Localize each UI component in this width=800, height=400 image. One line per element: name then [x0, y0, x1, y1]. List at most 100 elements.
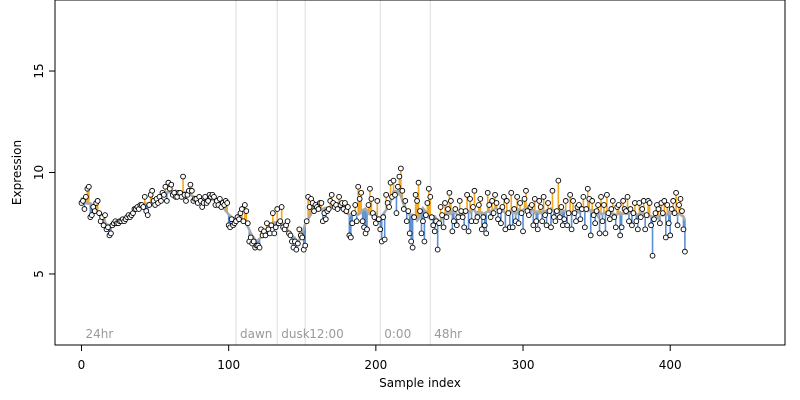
data-point	[677, 196, 684, 202]
data-point	[393, 210, 400, 216]
data-point	[459, 214, 466, 220]
data-point	[665, 220, 672, 227]
data-point	[328, 191, 335, 198]
segment-label: 48hr	[434, 327, 462, 341]
x-tick-label: 200	[364, 358, 387, 372]
data-point	[240, 218, 247, 225]
data-point	[605, 210, 612, 216]
x-tick-label: 300	[512, 358, 535, 372]
data-point	[568, 226, 575, 233]
data-point	[486, 202, 493, 208]
data-point	[315, 206, 322, 212]
data-point	[247, 234, 254, 241]
data-point	[536, 198, 543, 204]
data-point	[501, 194, 507, 200]
data-point	[682, 248, 688, 255]
data-point	[667, 232, 674, 239]
data-point	[437, 204, 444, 210]
data-point	[400, 206, 407, 212]
data-point	[368, 196, 375, 202]
data-point	[406, 230, 413, 237]
data-point	[303, 218, 310, 225]
data-point	[414, 198, 420, 204]
data-point	[564, 222, 571, 229]
data-point	[561, 216, 568, 223]
data-point	[633, 218, 640, 225]
data-point	[386, 204, 392, 210]
data-point	[364, 226, 370, 233]
data-point	[590, 212, 597, 218]
data-point	[140, 204, 147, 210]
data-point	[483, 230, 490, 237]
data-point	[599, 218, 606, 225]
data-point	[476, 202, 482, 208]
data-point	[442, 200, 448, 206]
data-point	[423, 212, 429, 218]
data-point	[228, 216, 235, 223]
data-point	[427, 194, 434, 200]
data-point	[537, 204, 544, 210]
data-point	[102, 212, 108, 218]
data-point	[617, 232, 624, 239]
data-point	[284, 218, 291, 225]
data-point	[421, 238, 428, 245]
data-point	[146, 202, 153, 208]
data-point	[505, 210, 512, 216]
data-point	[205, 198, 211, 204]
data-point	[624, 194, 631, 200]
data-point	[676, 202, 682, 208]
data-point	[239, 206, 245, 212]
data-point	[577, 216, 584, 223]
data-point	[294, 240, 301, 247]
data-point	[396, 173, 403, 180]
data-point	[679, 208, 685, 214]
data-point	[372, 220, 379, 227]
data-point	[521, 196, 528, 202]
data-point	[88, 212, 95, 218]
data-point	[478, 226, 485, 233]
data-point	[626, 218, 632, 225]
data-point	[655, 206, 662, 212]
data-point	[595, 202, 601, 208]
data-point	[94, 198, 101, 204]
data-point	[598, 194, 604, 200]
data-point	[514, 194, 520, 200]
data-point	[100, 222, 107, 229]
data-point	[571, 210, 578, 216]
data-point	[381, 236, 388, 243]
data-point	[509, 224, 516, 231]
data-point	[180, 173, 186, 180]
data-point	[439, 212, 445, 218]
y-tick-label: 15	[32, 63, 46, 78]
data-point	[436, 220, 442, 227]
data-point	[274, 206, 281, 212]
data-point	[189, 187, 195, 194]
data-point	[607, 216, 613, 223]
data-point	[96, 210, 103, 216]
data-point	[651, 216, 657, 223]
data-point	[511, 206, 518, 212]
data-point	[277, 218, 284, 225]
data-point	[623, 208, 629, 214]
data-point	[244, 220, 251, 227]
data-point	[425, 185, 432, 192]
data-point	[680, 226, 687, 233]
data-point	[496, 208, 503, 214]
data-point	[620, 198, 626, 204]
data-point	[643, 212, 650, 218]
data-point	[543, 222, 550, 229]
data-point	[358, 189, 364, 196]
data-point	[490, 210, 497, 216]
x-tick-label: 400	[659, 358, 682, 372]
data-point	[671, 210, 678, 216]
data-point	[352, 202, 359, 208]
data-point	[302, 242, 309, 249]
data-point	[451, 218, 457, 225]
segment-label: dusk	[281, 327, 309, 341]
data-point	[673, 189, 679, 196]
data-point	[499, 204, 506, 210]
data-point	[523, 187, 529, 194]
y-axis: 5 10 15	[32, 63, 56, 278]
data-point	[470, 204, 476, 210]
